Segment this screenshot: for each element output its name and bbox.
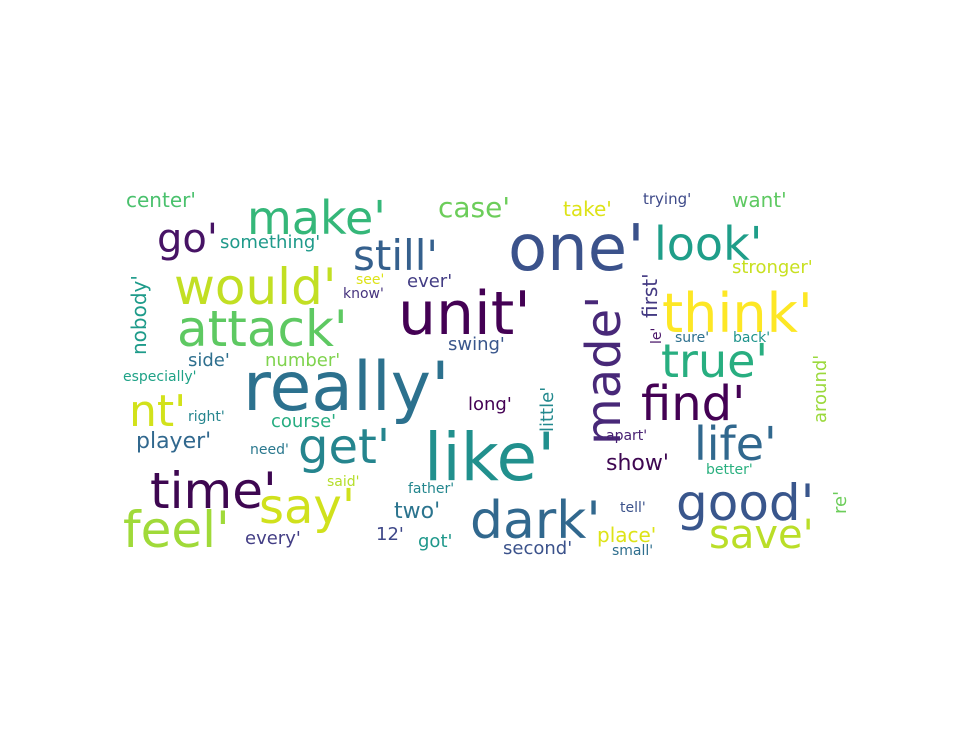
word: side' — [188, 350, 230, 371]
word: go' — [157, 216, 218, 262]
word: take' — [563, 197, 612, 221]
word: second' — [503, 538, 572, 559]
word: first' — [638, 273, 662, 318]
word: small' — [612, 543, 653, 559]
word: re' — [830, 491, 851, 514]
word: le' — [649, 328, 665, 344]
word: like' — [424, 419, 555, 496]
word: make' — [247, 191, 386, 245]
word: every' — [245, 528, 301, 549]
word: especially' — [123, 369, 197, 385]
word: father' — [408, 481, 454, 497]
word: life' — [694, 417, 777, 471]
word: still' — [353, 231, 438, 280]
word: true' — [661, 334, 768, 388]
word: back' — [733, 330, 770, 346]
word: time' — [150, 462, 277, 520]
word: save' — [709, 512, 814, 558]
word: said' — [327, 474, 360, 490]
word: got' — [418, 531, 452, 552]
word: nobody' — [127, 275, 151, 355]
word: number' — [265, 350, 340, 371]
word: ever' — [407, 271, 452, 292]
word: course' — [271, 411, 336, 432]
word: better' — [706, 462, 753, 478]
word: around' — [810, 355, 831, 423]
word: look' — [654, 217, 762, 271]
word: nt' — [129, 386, 186, 437]
word: place' — [597, 523, 656, 547]
word: show' — [606, 451, 669, 476]
word: long' — [468, 394, 512, 415]
word: dark' — [470, 491, 601, 551]
word: swing' — [448, 334, 505, 355]
word: player' — [136, 429, 211, 454]
word: apart' — [606, 428, 647, 444]
word: say' — [259, 479, 355, 535]
word: little' — [537, 387, 558, 432]
word: attack' — [177, 300, 348, 358]
word: need' — [250, 442, 289, 458]
word: case' — [438, 191, 510, 224]
word: sure' — [675, 330, 709, 346]
word: get' — [298, 419, 390, 475]
word: made' — [576, 296, 632, 445]
word: would' — [174, 258, 337, 316]
word: good' — [676, 474, 814, 532]
word: think' — [662, 282, 813, 345]
word: one' — [508, 212, 645, 286]
word: trying' — [643, 190, 691, 208]
word: see' — [356, 272, 384, 288]
word: want' — [732, 188, 787, 212]
word: right' — [188, 409, 225, 425]
word: really' — [243, 348, 450, 427]
word: unit' — [398, 279, 531, 349]
word: feel' — [123, 501, 230, 559]
word: something' — [220, 232, 320, 253]
word: 12' — [376, 524, 404, 545]
word: tell' — [620, 500, 646, 516]
word: two' — [394, 499, 440, 524]
word: find' — [641, 376, 745, 432]
word: stronger' — [732, 257, 813, 278]
word: know' — [343, 286, 384, 302]
word: center' — [126, 188, 196, 212]
